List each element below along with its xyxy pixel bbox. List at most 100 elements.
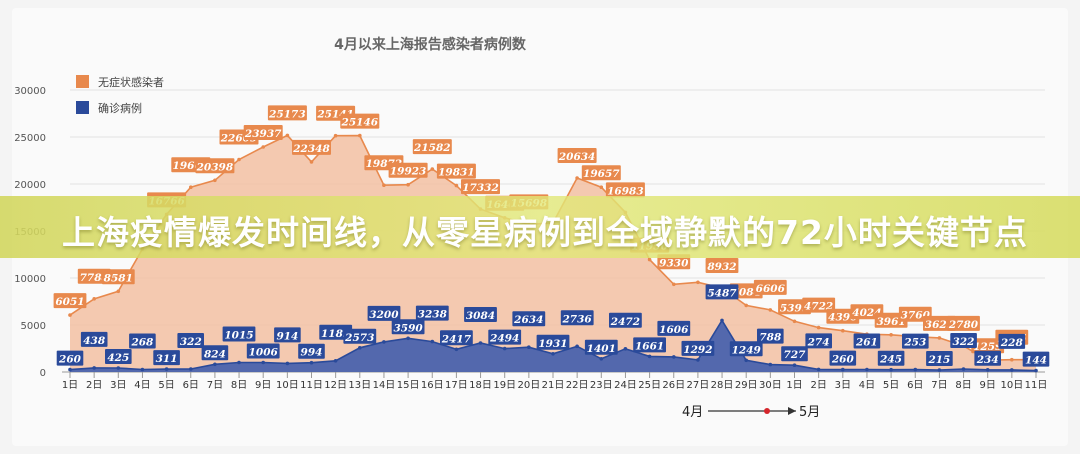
timeline-arrow-icon — [788, 407, 796, 415]
asymptomatic-data-label: 3961 — [876, 316, 905, 328]
confirmed-data-label: 5487 — [707, 287, 737, 299]
confirmed-data-label-box — [536, 334, 570, 350]
confirmed-data-label: 3200 — [369, 309, 399, 321]
confirmed-data-label-box — [80, 331, 108, 347]
confirmed-data-label: 788 — [759, 332, 782, 344]
x-tick-label: 18日 — [469, 380, 492, 391]
legend-label-asymptomatic: 无症状感染者 — [98, 75, 164, 89]
data-point-asymptomatic — [430, 167, 435, 171]
asymptomatic-data-label-box — [605, 182, 645, 198]
confirmed-data-label-box — [201, 345, 229, 361]
confirmed-data-label: 1931 — [538, 338, 567, 350]
asymptomatic-data-label: 25173 — [268, 108, 306, 120]
x-tick-label: 2日 — [810, 380, 826, 391]
confirmed-data-label: 234 — [976, 354, 999, 366]
data-point-asymptomatic — [406, 182, 410, 187]
confirmed-data-label: 253 — [903, 337, 926, 349]
x-tick-label: 8日 — [955, 380, 971, 391]
confirmed-data-label: 2494 — [489, 333, 519, 345]
data-point-asymptomatic — [213, 178, 217, 183]
x-tick-label: 2日 — [86, 380, 102, 391]
x-tick-label: 30日 — [759, 380, 782, 391]
x-tick-label: 11日 — [1025, 380, 1048, 391]
confirmed-data-label-box — [177, 333, 204, 348]
data-point-asymptomatic — [696, 280, 700, 285]
data-point-confirmed — [213, 362, 217, 367]
month-to-label: 5月 — [799, 405, 820, 420]
x-tick-label: 4日 — [134, 380, 150, 391]
x-tick-label: 11日 — [300, 380, 323, 391]
y-tick-label: 25000 — [14, 133, 46, 144]
confirmed-data-label-box — [367, 305, 401, 321]
asymptomatic-data-label: 4024 — [852, 307, 881, 319]
x-tick-label: 15日 — [397, 380, 420, 391]
asymptomatic-data-label-box — [388, 162, 428, 178]
confirmed-data-label: 1006 — [249, 347, 279, 359]
data-point-confirmed — [478, 341, 483, 345]
asymptomatic-data-label-box — [581, 165, 621, 181]
month-from-label: 4月 — [682, 405, 703, 420]
asymptomatic-data-label-box — [436, 163, 476, 179]
data-point-confirmed — [551, 352, 555, 356]
asymptomatic-data-label: 8581 — [104, 272, 133, 284]
confirmed-data-label-box — [781, 346, 808, 362]
confirmed-data-label-box — [974, 350, 1001, 366]
asymptomatic-data-label: 25146 — [341, 117, 379, 129]
data-point-asymptomatic — [599, 185, 604, 189]
data-point-asymptomatic — [92, 297, 96, 301]
data-point-asymptomatic — [768, 308, 773, 312]
asymptomatic-data-label: 9330 — [659, 257, 689, 269]
confirmed-data-label: 2573 — [344, 332, 374, 344]
confirmed-data-label: 3238 — [418, 309, 448, 321]
confirmed-data-label: 824 — [204, 348, 226, 360]
asymptomatic-data-label-box — [657, 254, 691, 270]
y-tick-label: 30000 — [14, 86, 46, 97]
confirmed-data-label-box — [681, 340, 715, 356]
confirmed-data-label-box — [609, 312, 642, 328]
confirmed-data-label: 215 — [927, 354, 950, 366]
confirmed-data-label: 228 — [1000, 337, 1024, 349]
confirmed-data-label-box — [1022, 351, 1050, 367]
confirmed-data-label: 2736 — [561, 313, 592, 325]
asymptomatic-data-label: 23937 — [244, 128, 282, 140]
x-tick-label: 4日 — [859, 380, 875, 391]
confirmed-data-label: 260 — [58, 354, 82, 366]
asymptomatic-data-label: 2780 — [948, 319, 979, 331]
asymptomatic-data-label: 8932 — [707, 261, 736, 273]
confirmed-data-label-box — [415, 305, 449, 321]
confirmed-data-label: 1401 — [587, 343, 616, 355]
data-point-confirmed — [961, 367, 966, 371]
asymptomatic-data-label-box — [557, 148, 597, 163]
confirmed-data-label-box — [105, 349, 132, 364]
confirmed-data-label: 1015 — [224, 330, 253, 342]
data-point-confirmed — [527, 345, 531, 350]
headline-text: 上海疫情爆发时间线，从零星病例到全域静默的72小时关键节点 — [62, 213, 1028, 252]
x-tick-label: 22日 — [566, 380, 589, 391]
data-point-asymptomatic — [333, 133, 338, 138]
legend-swatch-confirmed — [76, 101, 89, 114]
confirmed-data-label-box — [657, 320, 691, 336]
data-point-asymptomatic — [841, 328, 845, 333]
asymptomatic-data-label: 20398 — [196, 161, 234, 173]
x-tick-label: 16日 — [421, 380, 444, 391]
data-point-asymptomatic — [261, 145, 266, 149]
data-point-asymptomatic — [647, 257, 652, 262]
x-tick-label: 7日 — [931, 380, 947, 391]
x-tick-label: 3日 — [835, 380, 851, 391]
data-point-confirmed — [841, 367, 845, 372]
data-point-asymptomatic — [309, 160, 314, 164]
data-point-confirmed — [696, 358, 700, 362]
x-tick-label: 10日 — [276, 380, 299, 391]
x-tick-label: 24日 — [614, 380, 637, 391]
legend: 无症状感染者 确诊病例 — [76, 75, 164, 115]
confirmed-data-label: 1292 — [683, 344, 712, 356]
data-point-confirmed — [358, 346, 362, 350]
data-point-asymptomatic — [792, 319, 797, 324]
asymptomatic-data-label-box — [947, 315, 980, 331]
confirmed-data-label: 1249 — [732, 344, 762, 356]
data-point-asymptomatic — [454, 183, 459, 188]
asymptomatic-data-label: 21582 — [413, 142, 451, 154]
x-tick-label: 20日 — [517, 380, 540, 391]
confirmed-data-label-box — [56, 350, 84, 366]
month-timeline: 4月 5月 — [682, 405, 820, 420]
